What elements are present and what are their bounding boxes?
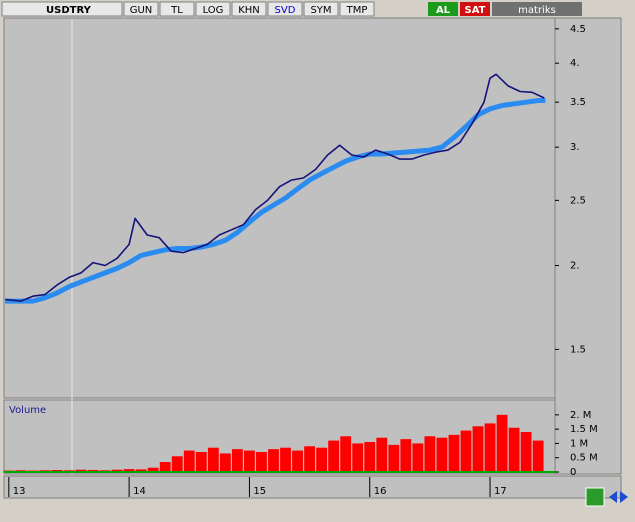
x-tick-label: 15 — [253, 486, 266, 497]
y-tick-label: 3. — [570, 142, 580, 153]
brand: matriks — [518, 5, 556, 16]
scroll-left[interactable] — [609, 491, 617, 503]
toolbar-button[interactable] — [195, 1, 231, 17]
volume-bar — [147, 467, 159, 472]
volume-bar — [352, 443, 364, 472]
y-tick-label: 1.5 M — [570, 424, 598, 435]
sell-button[interactable] — [460, 2, 490, 16]
x-tick-label: 14 — [133, 486, 146, 497]
buy-label[interactable]: AL — [436, 5, 451, 16]
y-tick-label: 2.5 — [570, 195, 586, 206]
x-tick-label: 17 — [494, 486, 507, 497]
volume-bar — [328, 440, 340, 472]
x-axis-strip — [3, 475, 622, 499]
x-tick-label: 13 — [13, 486, 26, 497]
volume-bar — [207, 447, 219, 472]
volume-bar — [316, 447, 328, 472]
toolbar-button-label[interactable]: GUN — [130, 5, 153, 16]
volume-bar — [496, 414, 508, 472]
y-tick-label: 4. — [570, 58, 580, 69]
toolbar-button[interactable] — [339, 1, 375, 17]
brand-box — [492, 2, 582, 16]
symbol: USDTRY — [46, 5, 92, 16]
toolbar-button-label[interactable]: SVD — [275, 5, 296, 16]
volume-bar — [123, 469, 135, 472]
volume-bar — [472, 426, 484, 472]
volume-bar — [292, 450, 303, 472]
y-tick-label: 2. — [570, 260, 580, 271]
x-tick-label: 16 — [374, 486, 387, 497]
volume-bar — [219, 453, 231, 472]
volume-bar — [159, 462, 171, 472]
volume-bar — [400, 439, 412, 472]
volume-bar — [508, 427, 520, 472]
toolbar-button[interactable] — [303, 1, 339, 17]
volume-bar — [256, 452, 267, 472]
volume-bar — [520, 432, 532, 472]
right-axis — [554, 17, 622, 475]
volume-bar — [135, 469, 147, 472]
volume-bar — [376, 437, 388, 472]
volume-title: Volume — [9, 405, 46, 416]
volume-bar — [484, 423, 496, 472]
volume-bar — [268, 449, 279, 472]
volume-bar — [171, 456, 183, 472]
toolbar-button-label[interactable]: SYM — [310, 5, 331, 16]
scroll-right[interactable] — [620, 491, 628, 503]
moving-average-line — [5, 98, 546, 304]
toolbar-button[interactable] — [231, 1, 267, 17]
volume-bar — [448, 434, 460, 472]
y-tick-label: 3.5 — [570, 97, 586, 108]
price-panel — [3, 17, 556, 399]
volume-bar — [183, 450, 195, 472]
toolbar-button-label[interactable]: TL — [170, 5, 183, 16]
toolbar-button-label[interactable]: KHN — [238, 5, 260, 16]
y-tick-label: 1 M — [570, 438, 588, 449]
volume-bar — [412, 443, 424, 472]
volume-bar — [75, 469, 87, 472]
toolbar-button[interactable] — [123, 1, 159, 17]
volume-bar — [340, 436, 352, 472]
symbol-box — [1, 1, 123, 17]
toolbar-button[interactable] — [159, 1, 195, 17]
volume-bar — [460, 430, 472, 472]
volume-bar — [304, 446, 315, 472]
volume-bar — [231, 449, 243, 472]
volume-panel — [3, 399, 556, 475]
buy-button[interactable] — [428, 2, 458, 16]
volume-bar — [436, 437, 448, 472]
volume-bar — [111, 469, 123, 472]
y-tick-label: 2. M — [570, 410, 591, 421]
sell-label[interactable]: SAT — [465, 5, 486, 16]
refresh-button[interactable] — [585, 487, 605, 507]
volume-bar — [424, 436, 436, 472]
y-tick-label: 1.5 — [570, 344, 586, 355]
volume-bar — [388, 444, 400, 472]
toolbar-button-label[interactable]: LOG — [203, 5, 224, 16]
toolbar-button-label[interactable]: TMP — [346, 5, 368, 16]
volume-bar — [280, 447, 291, 472]
toolbar-button[interactable] — [267, 1, 303, 17]
y-tick-label: 0 — [570, 467, 576, 478]
volume-bar — [532, 440, 544, 472]
volume-bar — [195, 452, 207, 472]
y-tick-label: 4.5 — [570, 24, 586, 35]
price-line — [5, 73, 545, 302]
y-tick-label: 0.5 M — [570, 453, 598, 464]
volume-bar — [244, 450, 255, 472]
volume-bar — [364, 442, 376, 472]
